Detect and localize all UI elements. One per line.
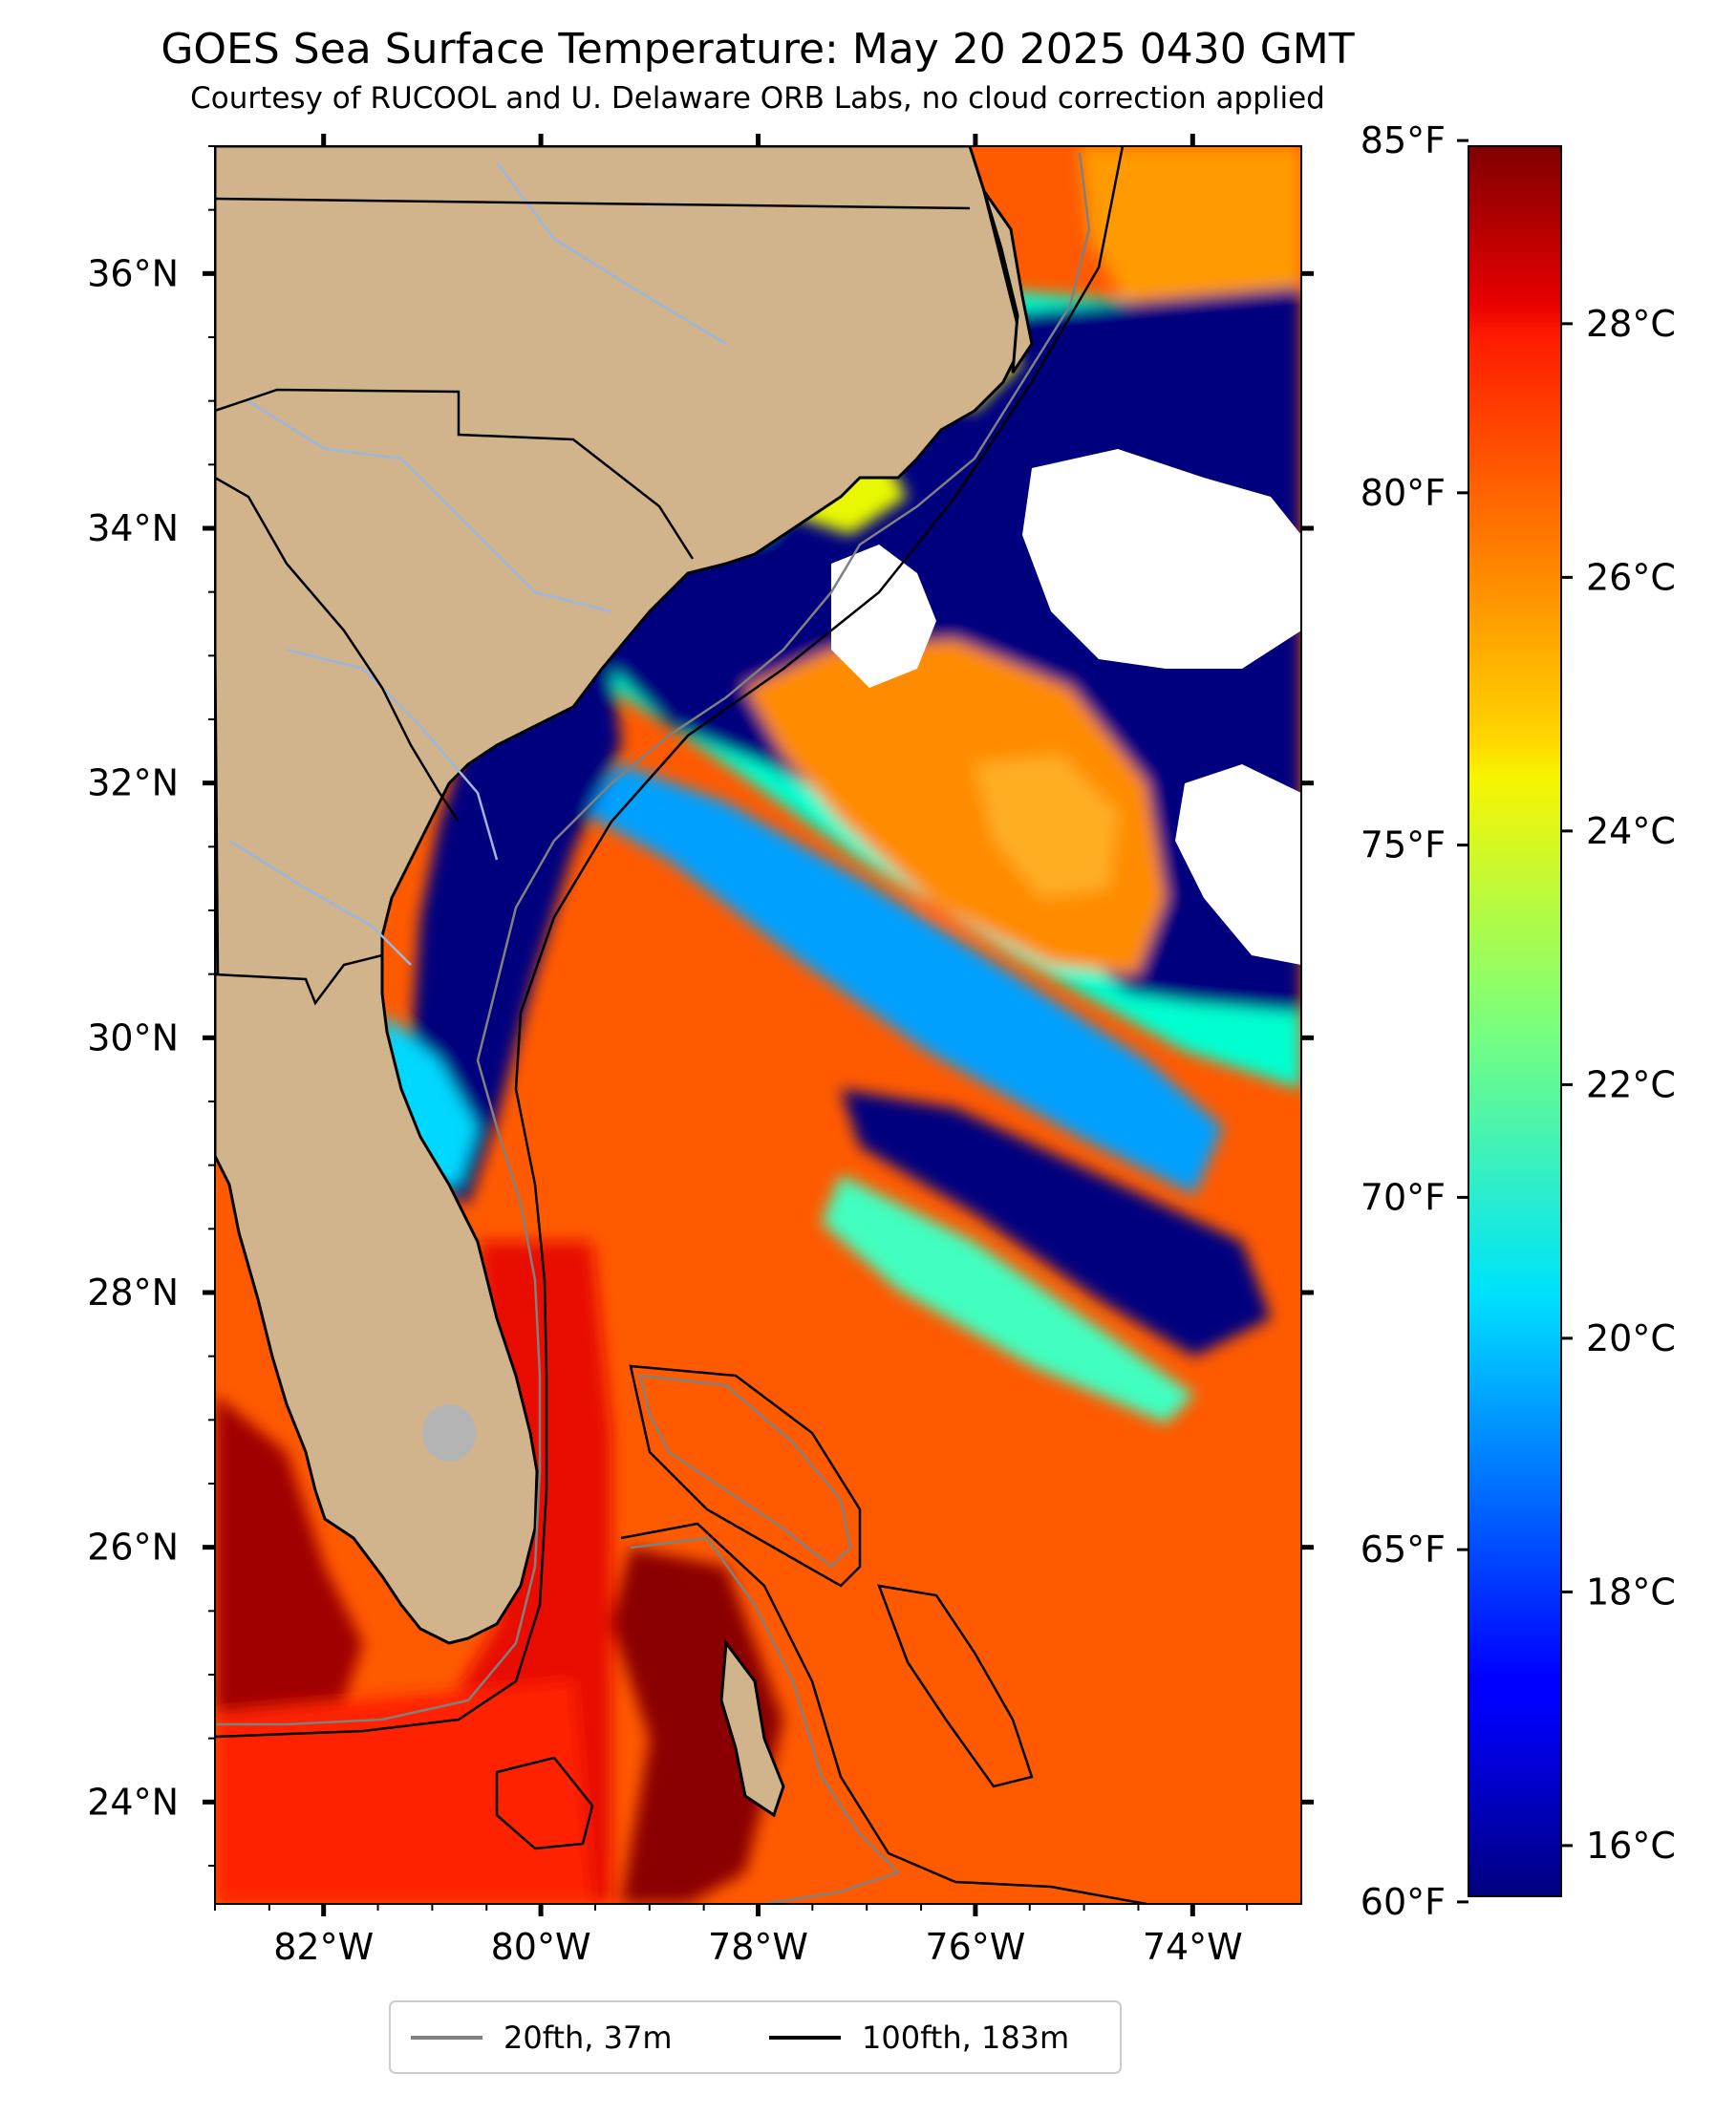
bathymetry-contours <box>215 146 1147 1904</box>
contour-20fth-grand-bahama-bank <box>630 1536 901 1904</box>
map-panel[interactable] <box>215 146 1301 1904</box>
colorbar: 85°F 80°F 75°F 70°F 65°F 60°F 28°C 26°C 24°C 22°C… <box>1361 119 1676 1923</box>
border-ga-fl <box>215 953 383 1006</box>
sst-cool-streak <box>583 764 1223 1194</box>
colorbar-f-label: 75°F <box>1361 824 1446 866</box>
x-tick-label: 78°W <box>708 1926 808 1968</box>
y-tick-label: 30°N <box>87 1016 179 1058</box>
legend-label-100fth: 100fth, 183m <box>862 2020 1069 2056</box>
y-tick-label: 24°N <box>87 1781 179 1823</box>
contour-cay-sal <box>495 1756 594 1850</box>
x-tick-label: 80°W <box>491 1926 591 1968</box>
sst-bahamas-banks <box>611 1548 783 1904</box>
border-nc-sc <box>215 388 695 560</box>
colorbar-c-label: 24°C <box>1586 810 1676 852</box>
y-tick-label: 28°N <box>87 1272 179 1314</box>
map-subtitle: Courtesy of RUCOOL and U. Delaware ORB L… <box>190 81 1325 116</box>
sst-southwest-warm <box>215 1681 592 1904</box>
colorbar-f-label: 85°F <box>1361 119 1446 161</box>
cloud-patch-central <box>831 545 936 688</box>
map-axes: 82°W 80°W 78°W 76°W 74°W 36°N 34°N 32°N 30°N 28°N… <box>87 134 1314 1968</box>
contour-100fth-bahamas <box>629 1364 862 1588</box>
legend: 20fth, 37m 100fth, 183m <box>389 2000 1122 2074</box>
legend-label-20fth: 20fth, 37m <box>504 2020 672 2056</box>
lake-okeechobee <box>422 1404 476 1462</box>
colorbar-f-label: 70°F <box>1361 1176 1446 1218</box>
land <box>215 146 1034 1818</box>
colorbar-gradient <box>1468 145 1562 1897</box>
rivers <box>228 161 727 966</box>
cloud-patch-eddy-edge <box>1175 764 1301 965</box>
colorbar-c-label: 16°C <box>1586 1825 1676 1867</box>
cloud-patch-east <box>1022 449 1301 669</box>
border-sc-ga <box>215 476 461 823</box>
river-3 <box>228 839 412 966</box>
colorbar-f-label: 80°F <box>1361 472 1446 514</box>
y-tick-label: 36°N <box>87 252 179 294</box>
contour-100fth-us-shelf <box>215 146 1125 1739</box>
sst-northern-warm-water <box>1080 146 1301 325</box>
colorbar-c-label: 18°C <box>1586 1571 1676 1613</box>
contour-20fth-bahamas <box>638 1374 852 1569</box>
contour-100fth-south-banks <box>620 1522 1147 1904</box>
sst-cold-streak-south <box>841 1089 1271 1357</box>
x-tick-label: 82°W <box>273 1926 374 1968</box>
colorbar-f-label: 65°F <box>1361 1528 1446 1571</box>
sst-cyan-front <box>822 1175 1194 1423</box>
cloud-patch-small <box>1127 506 1175 554</box>
land-andros-island <box>719 1638 785 1818</box>
colorbar-ticks: 85°F 80°F 75°F 70°F 65°F 60°F 28°C 26°C 24°C 22°C… <box>1361 119 1676 1923</box>
river-4 <box>496 161 727 346</box>
sst-florida-bay-hot <box>215 1395 363 1713</box>
colorbar-c-label: 26°C <box>1586 556 1676 598</box>
river-1 <box>247 399 612 613</box>
colorbar-c-label: 22°C <box>1586 1063 1676 1105</box>
y-tick-label: 32°N <box>87 762 179 804</box>
border-va-nc <box>215 197 971 210</box>
x-tick-label: 74°W <box>1143 1926 1243 1968</box>
colorbar-f-label: 60°F <box>1361 1881 1446 1923</box>
contour-exuma <box>877 1584 1034 1788</box>
y-tick-label: 26°N <box>87 1527 179 1569</box>
contour-20fth-us-shelf <box>215 152 1091 1726</box>
sst-eddy-core <box>975 755 1118 898</box>
cloud-mask <box>831 449 1301 965</box>
x-tick-label: 76°W <box>925 1926 1025 1968</box>
land-outer-banks <box>982 190 1034 374</box>
colorbar-c-label: 20°C <box>1586 1317 1676 1359</box>
river-2 <box>286 648 499 861</box>
land-southeast-us <box>215 146 1024 1645</box>
lakes <box>422 1404 476 1462</box>
sst-nearshore-cold <box>401 592 621 1204</box>
y-tick-label: 34°N <box>87 507 179 549</box>
legend-box <box>389 2000 1122 2074</box>
colorbar-c-label: 28°C <box>1586 303 1676 345</box>
map-title: GOES Sea Surface Temperature: May 20 202… <box>161 25 1354 74</box>
